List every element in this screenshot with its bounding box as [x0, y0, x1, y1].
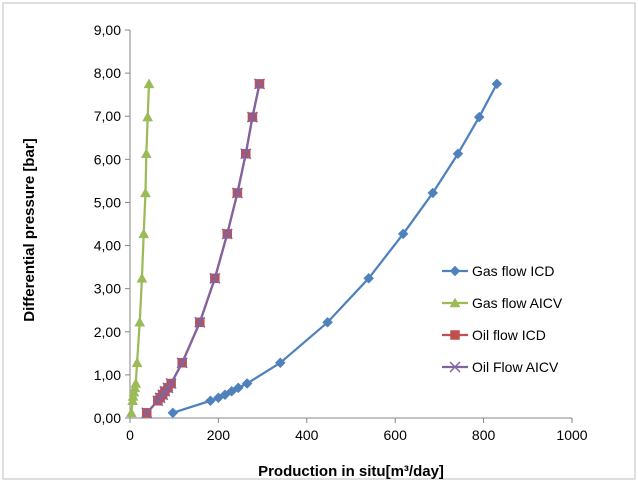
- legend-item: Oil Flow AICV: [442, 359, 559, 375]
- legend: Gas flow ICD Gas flow AICV Oil flow ICD Oil…: [442, 263, 563, 375]
- data-point: [253, 78, 266, 90]
- series-3: [141, 78, 266, 419]
- data-point: [473, 111, 485, 123]
- legend-marker: [449, 297, 461, 308]
- legend-label: Gas flow ICD: [472, 263, 554, 279]
- y-tick-label: 4,00: [94, 238, 121, 254]
- data-point: [363, 272, 375, 284]
- x-tick-label: 800: [472, 427, 496, 443]
- data-point: [221, 228, 233, 240]
- y-tick-label: 5,00: [94, 194, 121, 210]
- data-point: [167, 407, 179, 419]
- data-point: [274, 357, 286, 369]
- data-point: [141, 407, 153, 419]
- series-1: [125, 78, 155, 418]
- data-point: [138, 228, 150, 239]
- data-point: [134, 316, 146, 327]
- legend-marker: [449, 265, 461, 277]
- y-tick-label: 6,00: [94, 151, 121, 167]
- y-tick-label: 1,00: [94, 367, 121, 383]
- y-tick-label: 0,00: [94, 410, 121, 426]
- x-tick-label: 400: [295, 427, 319, 443]
- y-tick-label: 9,00: [94, 22, 121, 38]
- legend-item: Gas flow AICV: [442, 295, 563, 311]
- y-axis-title: Differential pressure [bar]: [21, 138, 38, 321]
- legend-marker: [449, 361, 461, 373]
- data-point: [427, 187, 439, 199]
- series-layer: [125, 78, 503, 419]
- y-tick-label: 2,00: [94, 324, 121, 340]
- legend-label: Oil Flow AICV: [472, 359, 559, 375]
- data-point: [140, 148, 152, 158]
- data-point: [240, 148, 252, 160]
- data-point: [140, 187, 151, 198]
- data-point: [209, 272, 221, 284]
- data-point: [194, 316, 206, 328]
- data-point: [205, 395, 216, 407]
- y-tick-label: 3,00: [94, 281, 121, 297]
- legend-item: Oil flow ICD: [442, 327, 546, 343]
- y-tick-label: 7,00: [94, 108, 121, 124]
- data-point: [130, 377, 142, 388]
- data-point: [491, 78, 503, 90]
- x-axis: 0 200 400 600 800 1000: [126, 417, 588, 443]
- legend-item: Gas flow ICD: [442, 263, 554, 279]
- legend-label: Gas flow AICV: [472, 295, 563, 311]
- data-point: [452, 148, 464, 160]
- data-point: [322, 316, 333, 328]
- data-point: [142, 111, 154, 122]
- data-point: [165, 377, 177, 390]
- x-axis-title: Production in situ[m³/day]: [258, 463, 444, 480]
- y-axis: 0,00 1,00 2,00 3,00 4,00 5,00 6,00 7,00 8,00 9,00: [94, 22, 131, 426]
- data-point: [246, 111, 258, 123]
- x-tick-label: 200: [207, 427, 231, 443]
- data-point: [143, 78, 155, 89]
- data-point: [232, 382, 244, 394]
- x-tick-label: 0: [126, 427, 134, 443]
- data-point: [136, 272, 148, 283]
- x-tick-label: 1000: [556, 427, 587, 443]
- legend-label: Oil flow ICD: [472, 327, 546, 343]
- data-point: [231, 187, 243, 199]
- data-point: [397, 228, 409, 240]
- data-point: [125, 407, 137, 418]
- legend-marker: [450, 330, 460, 340]
- data-point: [176, 357, 188, 369]
- y-tick-label: 8,00: [94, 65, 121, 81]
- data-point: [131, 357, 143, 368]
- x-tick-label: 600: [384, 427, 408, 443]
- series-0: [167, 78, 503, 419]
- data-point: [241, 378, 253, 389]
